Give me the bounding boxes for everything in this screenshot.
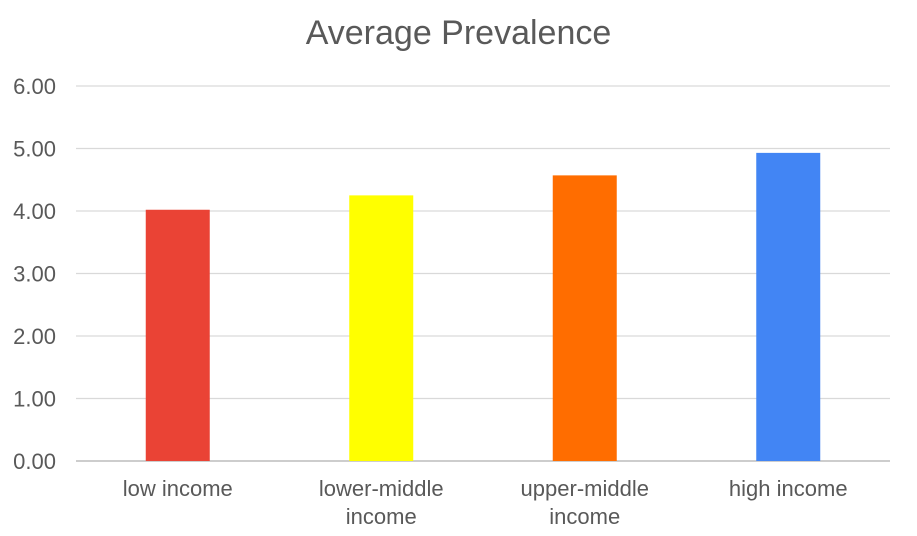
y-tick-label: 5.00 — [13, 137, 56, 162]
x-tick-label: high income — [729, 476, 848, 501]
y-tick-label: 1.00 — [13, 387, 56, 412]
x-tick-label-line: upper-middle — [521, 476, 649, 501]
x-axis-ticks: low income lower-middle incomeupper-middle… — [123, 476, 848, 529]
bar-low-income — [145, 209, 210, 461]
x-tick-label-line: high income — [729, 476, 848, 501]
x-tick-label-line: lower-middle — [319, 476, 444, 501]
x-tick-label: lower-middle income — [319, 476, 444, 529]
bars — [145, 152, 821, 461]
y-axis-ticks: 0.00 1.00 2.00 3.00 4.00 5.00 6.00 — [13, 74, 56, 474]
bar-upper-middle-income — [552, 175, 617, 461]
bar-high-income — [756, 152, 821, 461]
x-tick-label-line: income — [346, 504, 417, 529]
x-tick-label: upper-middle income — [521, 476, 649, 529]
y-tick-label: 4.00 — [13, 199, 56, 224]
x-tick-label: low income — [123, 476, 233, 501]
gridlines — [76, 85, 890, 462]
y-tick-label: 0.00 — [13, 449, 56, 474]
y-tick-label: 2.00 — [13, 324, 56, 349]
y-tick-label: 6.00 — [13, 74, 56, 99]
bar-lower-middle-income — [349, 195, 414, 461]
y-tick-label: 3.00 — [13, 262, 56, 287]
x-tick-label-line: income — [549, 504, 620, 529]
chart-title: Average Prevalence — [305, 14, 612, 52]
x-tick-label-line: low income — [123, 476, 233, 501]
